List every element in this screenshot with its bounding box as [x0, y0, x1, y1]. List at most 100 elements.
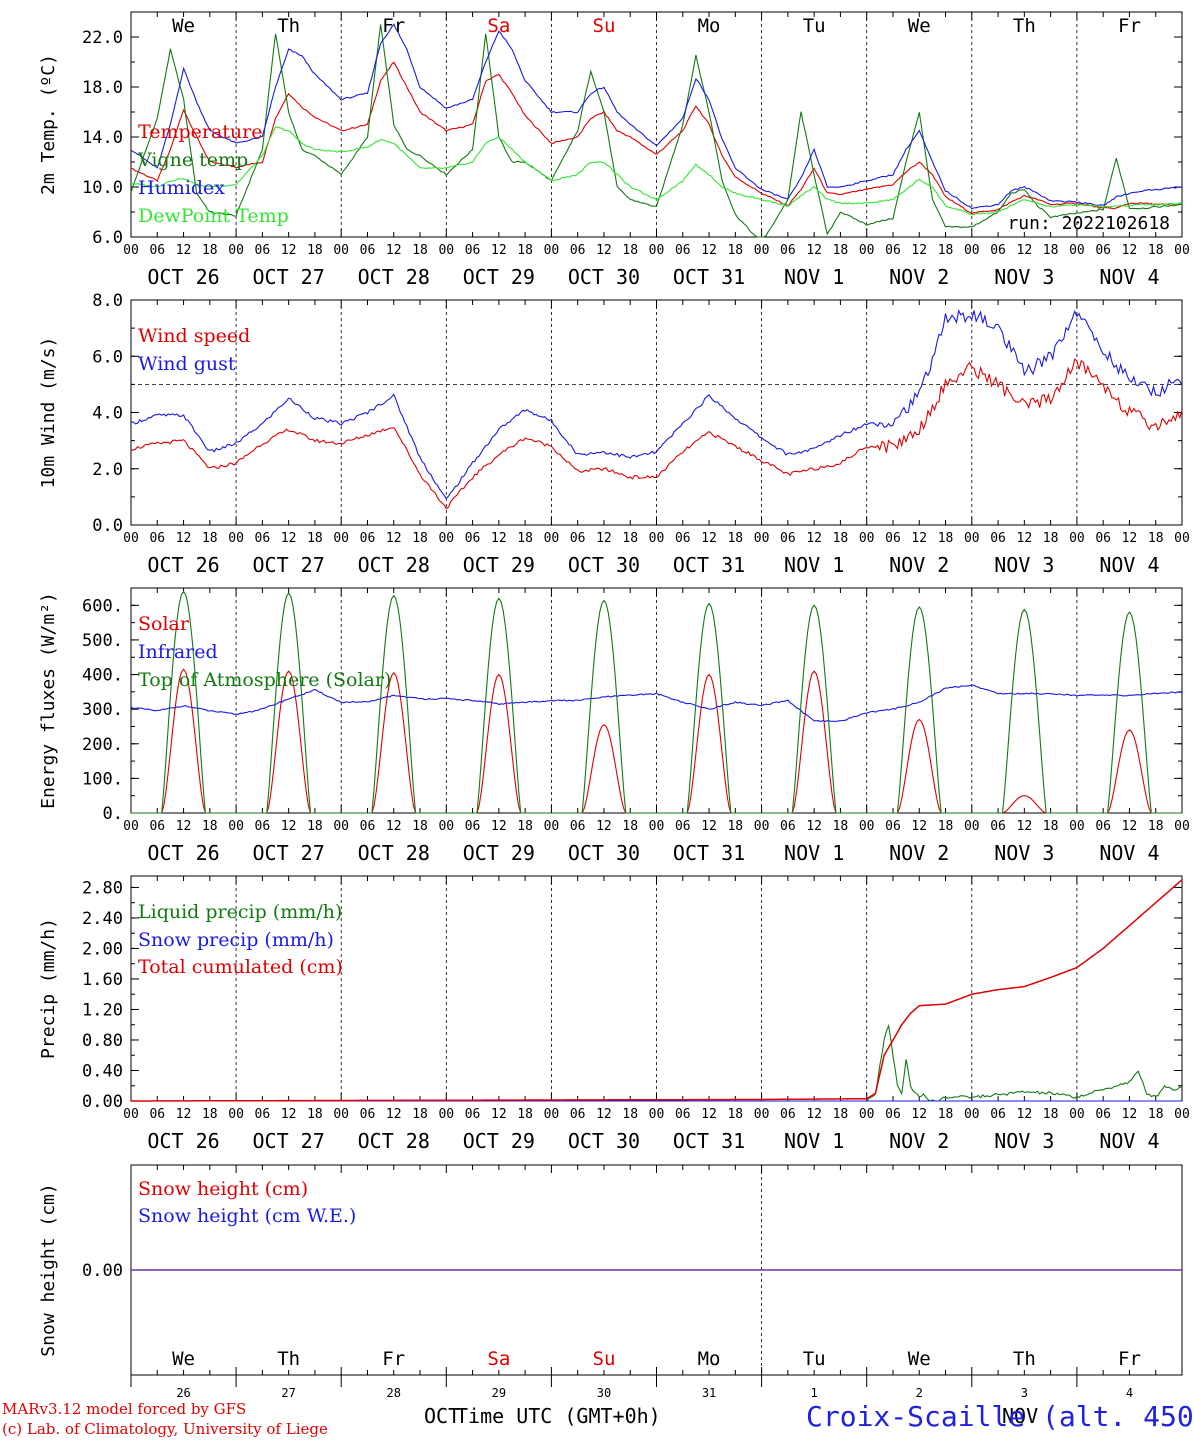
- hour-tick-label: 00: [123, 1107, 139, 1122]
- panel-wind: [130, 299, 1183, 526]
- day-label: NOV 3: [994, 265, 1054, 289]
- panel-precip: [130, 875, 1183, 1102]
- hour-tick-label: 06: [465, 1107, 481, 1122]
- weekday-label: Th: [277, 15, 300, 37]
- hour-tick-label: 12: [911, 1107, 927, 1122]
- y-tick-label: 500.: [82, 631, 123, 651]
- legend-entry: Solar: [138, 613, 190, 635]
- day-number-label: 30: [597, 1386, 611, 1400]
- hour-tick-label: 12: [596, 531, 612, 546]
- hour-tick-label: 12: [1122, 243, 1138, 258]
- hour-tick-label: 18: [202, 243, 218, 258]
- panel-temp: [130, 11, 1183, 238]
- y-axis-label: 10m Wind (m/s): [38, 337, 59, 489]
- hour-tick-label: 12: [491, 531, 507, 546]
- day-label: NOV 2: [889, 841, 949, 865]
- hour-tick-label: 18: [1043, 531, 1059, 546]
- series-line-wind-gust: [130, 309, 1183, 500]
- hour-tick-label: 18: [517, 1107, 533, 1122]
- weekday-label: Mo: [698, 15, 721, 37]
- hour-tick-label: 18: [307, 1107, 323, 1122]
- legend-entry: DewPoint Temp: [138, 205, 289, 227]
- y-tick-label: 8.0: [92, 291, 123, 311]
- y-axis-label: 2m Temp. (ºC): [38, 54, 59, 195]
- hour-tick-label: 18: [1148, 531, 1164, 546]
- day-label: OCT 30: [568, 553, 640, 577]
- hour-tick-label: 00: [333, 819, 349, 834]
- hour-tick-label: 18: [833, 819, 849, 834]
- legend-entry: Snow height (cm W.E.): [138, 1205, 356, 1227]
- hour-tick-label: 12: [806, 531, 822, 546]
- series-line-dewpoint-temp: [130, 126, 1183, 215]
- legend-entry: Vigne temp: [137, 149, 248, 171]
- day-number-label: 28: [387, 1386, 401, 1400]
- hour-tick-label: 00: [859, 819, 875, 834]
- weekday-label: Tu: [803, 1348, 826, 1370]
- day-label: OCT 26: [147, 553, 219, 577]
- hour-tick-label: 06: [465, 819, 481, 834]
- day-label: OCT 27: [253, 1129, 325, 1153]
- hour-tick-label: 18: [833, 531, 849, 546]
- legend-entry: Top of Atmosphere (Solar): [138, 669, 391, 691]
- series-line-humidex: [130, 23, 1183, 210]
- hour-tick-label: 06: [360, 1107, 376, 1122]
- hour-tick-label: 18: [517, 531, 533, 546]
- hour-tick-label: 00: [964, 819, 980, 834]
- y-tick-label: 0.: [103, 804, 123, 824]
- weekday-label: We: [172, 15, 195, 37]
- hour-tick-label: 18: [202, 1107, 218, 1122]
- day-label: NOV 4: [1099, 553, 1159, 577]
- hour-tick-label: 00: [649, 531, 665, 546]
- hour-tick-label: 18: [833, 243, 849, 258]
- day-label: OCT 29: [463, 841, 535, 865]
- hour-tick-label: 06: [570, 1107, 586, 1122]
- panel-snow: [130, 1164, 1183, 1387]
- hour-tick-label: 18: [412, 1107, 428, 1122]
- legend-entry: Infrared: [138, 641, 218, 663]
- hour-tick-label: 06: [465, 531, 481, 546]
- y-axis-label: Energy fluxes (W/m²): [38, 592, 59, 809]
- legend-entry: Wind gust: [138, 353, 236, 375]
- hour-tick-label: 18: [727, 531, 743, 546]
- hour-tick-label: 00: [544, 531, 560, 546]
- hour-tick-label: 06: [675, 531, 691, 546]
- hour-tick-label: 06: [990, 1107, 1006, 1122]
- hour-tick-label: 00: [754, 1107, 770, 1122]
- hour-tick-label: 00: [649, 243, 665, 258]
- y-tick-label: 4.0: [92, 404, 123, 424]
- y-tick-label: 1.60: [82, 970, 123, 990]
- day-label: NOV 2: [889, 1129, 949, 1153]
- weekday-label: We: [908, 1348, 931, 1370]
- hour-tick-label: 06: [570, 243, 586, 258]
- y-axis-label: Precip (mm/h): [38, 918, 59, 1059]
- day-number-label: 26: [176, 1386, 190, 1400]
- hour-tick-label: 12: [491, 819, 507, 834]
- day-label: NOV 2: [889, 265, 949, 289]
- hour-tick-label: 12: [176, 531, 192, 546]
- hour-tick-label: 00: [438, 531, 454, 546]
- legend-entry: Liquid precip (mm/h): [138, 901, 342, 923]
- day-number-label: 31: [702, 1386, 716, 1400]
- day-label: NOV 4: [1099, 1129, 1159, 1153]
- hour-tick-label: 18: [1148, 1107, 1164, 1122]
- y-tick-label: 1.20: [82, 1000, 123, 1020]
- hour-tick-label: 18: [412, 819, 428, 834]
- y-tick-label: 2.00: [82, 939, 123, 959]
- hour-tick-label: 00: [1069, 819, 1085, 834]
- weekday-label: Th: [277, 1348, 300, 1370]
- weekday-label: Fr: [382, 15, 405, 37]
- hour-tick-label: 00: [649, 1107, 665, 1122]
- hour-tick-label: 18: [622, 819, 638, 834]
- hour-tick-label: 06: [780, 1107, 796, 1122]
- weekday-label: Sa: [487, 15, 510, 37]
- day-label: OCT 26: [147, 841, 219, 865]
- y-tick-label: 2.40: [82, 909, 123, 929]
- hour-tick-label: 18: [622, 531, 638, 546]
- hour-tick-label: 06: [360, 531, 376, 546]
- hour-tick-label: 00: [228, 1107, 244, 1122]
- weekday-label: Sa: [487, 1348, 510, 1370]
- hour-tick-label: 18: [202, 531, 218, 546]
- hour-tick-label: 18: [307, 243, 323, 258]
- hour-tick-label: 00: [544, 243, 560, 258]
- hour-tick-label: 06: [885, 243, 901, 258]
